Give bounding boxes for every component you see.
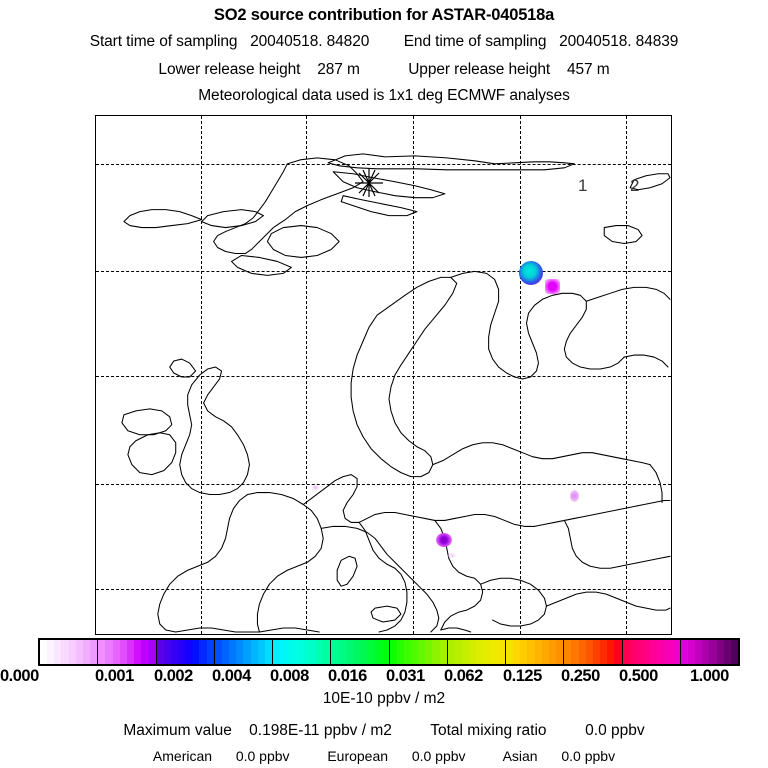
colorbar-tick: 1.000 [690, 667, 729, 685]
gridline-vertical [201, 116, 202, 634]
colorbar-tick: 0.125 [503, 667, 542, 685]
max-value-label: Maximum value [123, 722, 232, 739]
gridline-horizontal [96, 271, 671, 272]
upper-height-label: Upper release height [408, 61, 551, 78]
max-value-value: 0.198E-11 ppbv / m2 [249, 722, 392, 739]
colorbar-tick: 0.004 [212, 667, 251, 685]
european-value: 0.0 ppbv [411, 748, 466, 764]
lower-height-label: Lower release height [158, 61, 301, 78]
colorbar-segment [622, 640, 681, 664]
colorbar [38, 638, 740, 666]
gridline-vertical [413, 116, 414, 634]
asian-label: Asian [502, 748, 538, 764]
total-mixing-ratio-label: Total mixing ratio [430, 722, 547, 739]
american-value: 0.0 ppbv [235, 748, 290, 764]
asian-value: 0.0 ppbv [561, 748, 616, 764]
gridline-horizontal [96, 589, 671, 590]
colorbar-tick: 0.500 [619, 667, 658, 685]
colorbar-tick: 0.250 [561, 667, 600, 685]
sampling-time-line: Start time of sampling 20040518. 84820 E… [0, 33, 768, 51]
plume-point-aegean [436, 533, 452, 547]
end-time-value: 20040518. 84839 [559, 33, 679, 50]
american-label: American [152, 748, 213, 764]
lower-height-value: 287 m [317, 61, 360, 78]
gridline-horizontal [96, 484, 671, 485]
colorbar-segment [506, 640, 565, 664]
colorbar-segment [447, 640, 506, 664]
colorbar-tick: 0.002 [154, 667, 193, 685]
colorbar-segment [564, 640, 623, 664]
gridline-vertical [626, 116, 627, 634]
gridline-horizontal [96, 164, 671, 165]
page-title: SO2 source contribution for ASTAR-040518… [213, 6, 555, 24]
gridline-horizontal [96, 376, 671, 377]
colorbar-unit-label: 10E-10 ppbv / m2 [322, 690, 446, 707]
colorbar-tick: 0.062 [444, 667, 483, 685]
sector-label-2: 2 [630, 176, 640, 195]
end-time-label: End time of sampling [403, 33, 547, 50]
plume-point-faint-west [312, 485, 319, 490]
colorbar-segment [331, 640, 390, 664]
sector-label-1: 1 [578, 176, 588, 195]
gridline-vertical [306, 116, 307, 634]
map-plot-area: 1 2 [95, 115, 672, 635]
colorbar-tick: 0.001 [95, 667, 134, 685]
asterisk-release-site-marker [355, 169, 383, 197]
upper-height-value: 457 m [566, 61, 610, 78]
footer-regional-line: American 0.0 ppbv European 0.0 ppbv Asia… [0, 748, 768, 764]
colorbar-segment [273, 640, 332, 664]
european-label: European [327, 748, 389, 764]
colorbar-segment [680, 640, 738, 664]
start-time-label: Start time of sampling [89, 33, 238, 50]
gridline-vertical [520, 116, 521, 634]
footer-summary-line: Maximum value 0.198E-11 ppbv / m2 Total … [0, 722, 768, 740]
colorbar-segment [40, 640, 99, 664]
total-mixing-ratio-value: 0.0 ppbv [585, 722, 645, 739]
colorbar-segment [214, 640, 273, 664]
plume-point-faint-east [570, 490, 579, 502]
meteorological-data-line: Meteorological data used is 1x1 deg ECMW… [198, 87, 570, 104]
colorbar-segment [156, 640, 215, 664]
colorbar-tick-labels: 0.000 0.001 0.002 0.004 0.008 0.016 0.03… [0, 667, 768, 687]
colorbar-segment [389, 640, 448, 664]
start-time-value: 20040518. 84820 [250, 33, 370, 50]
colorbar-tick: 0.016 [328, 667, 367, 685]
release-height-line: Lower release height 287 m Upper release… [0, 61, 768, 79]
colorbar-tick: 0.000 [0, 667, 39, 685]
colorbar-tick: 0.008 [270, 667, 309, 685]
colorbar-tick: 0.031 [386, 667, 425, 685]
plume-point-secondary [545, 279, 560, 294]
plume-point-faint-south [448, 553, 456, 558]
colorbar-segment [98, 640, 157, 664]
plume-point-primary [519, 261, 543, 285]
